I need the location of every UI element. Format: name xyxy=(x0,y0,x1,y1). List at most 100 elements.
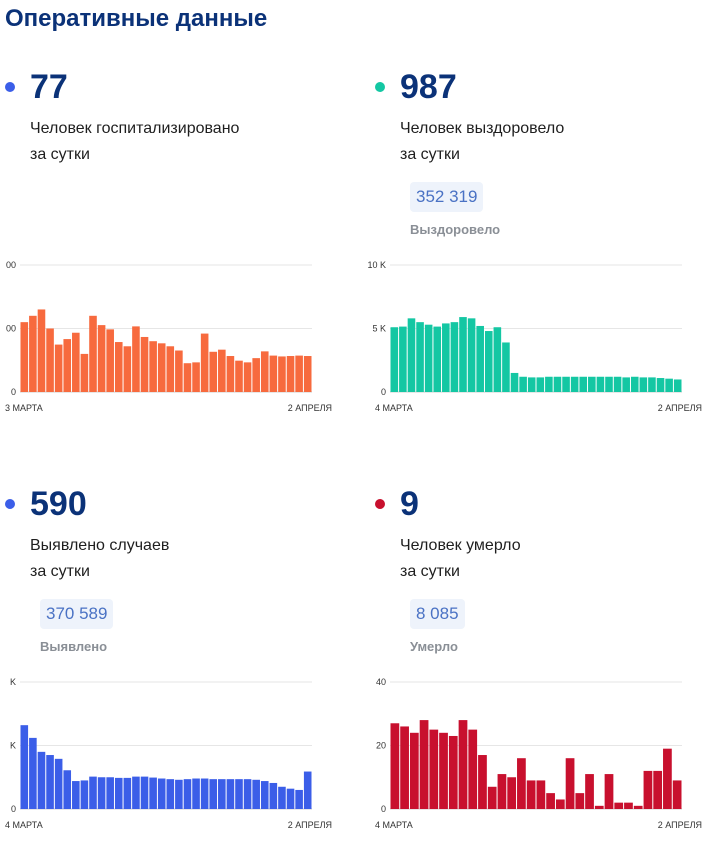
bar xyxy=(106,777,114,809)
bar xyxy=(192,778,200,809)
bar xyxy=(536,780,546,809)
bar xyxy=(624,802,633,809)
y-tick-label: 40 xyxy=(376,677,386,687)
deaths-desc: Человек умерло за сутки xyxy=(400,533,700,585)
x-end-label: 2 АПРЕЛЯ xyxy=(288,820,332,830)
bar xyxy=(665,378,673,392)
bar xyxy=(235,360,243,392)
bar xyxy=(123,346,132,392)
bar xyxy=(183,779,192,809)
recovered-bar-chart: 10 K 5 K 0 4 МАРТА 2 АПРЕЛЯ xyxy=(367,260,702,413)
deaths-total: 8 085 xyxy=(410,599,465,629)
bar xyxy=(570,376,579,392)
bar xyxy=(536,377,545,392)
bar xyxy=(303,771,312,809)
bar xyxy=(269,355,278,392)
bar xyxy=(400,726,409,809)
hospitalized-desc-line1: Человек госпитализировано xyxy=(30,120,240,137)
y-tick-label: K xyxy=(10,741,16,751)
bar xyxy=(46,755,54,809)
bar xyxy=(209,779,218,809)
x-start-label: 4 МАРТА xyxy=(5,820,43,830)
bar xyxy=(166,346,175,392)
bar xyxy=(517,758,526,809)
bar xyxy=(458,720,468,809)
bar xyxy=(278,786,286,809)
bar xyxy=(63,339,72,392)
bar xyxy=(243,362,252,392)
hospitalized-count: 77 xyxy=(30,68,68,106)
bar xyxy=(656,378,665,392)
bar xyxy=(157,343,166,392)
bar xyxy=(448,735,458,809)
bar xyxy=(63,770,72,809)
bar xyxy=(37,751,46,809)
bar xyxy=(72,781,80,809)
bar xyxy=(89,315,97,392)
hospitalized-desc: Человек госпитализировано за сутки xyxy=(30,116,330,168)
bar xyxy=(613,376,622,392)
bar xyxy=(29,737,37,809)
bar xyxy=(467,318,476,392)
bar xyxy=(478,755,487,809)
bar xyxy=(252,358,260,392)
bar xyxy=(46,328,54,392)
bar xyxy=(579,376,588,392)
bar xyxy=(252,779,260,809)
bar xyxy=(433,326,442,392)
bar xyxy=(585,774,594,809)
bar xyxy=(643,770,653,809)
bar xyxy=(72,332,80,392)
bar xyxy=(209,351,218,392)
bar xyxy=(424,324,433,392)
bar xyxy=(468,729,478,809)
bar xyxy=(286,356,295,392)
bar xyxy=(218,779,226,809)
bar xyxy=(175,779,183,809)
x-end-label: 2 АПРЕЛЯ xyxy=(658,820,702,830)
bar xyxy=(588,376,596,392)
bar xyxy=(303,356,312,392)
bar xyxy=(20,322,29,392)
deaths-bar-chart: 40 20 0 4 МАРТА 2 АПРЕЛЯ xyxy=(375,677,702,830)
bar xyxy=(218,349,226,392)
bar xyxy=(416,322,424,392)
bar xyxy=(390,327,399,392)
y-tick-label: 10 K xyxy=(367,260,386,270)
cases-bar-chart: K K 0 4 МАРТА 2 АПРЕЛЯ xyxy=(5,677,332,830)
bar xyxy=(575,793,585,809)
bar xyxy=(545,376,553,392)
bar xyxy=(54,344,63,392)
deaths-dot-icon xyxy=(375,499,385,509)
bar xyxy=(114,342,123,392)
deaths-desc-line1: Человек умерло xyxy=(400,537,521,554)
deaths-panel: 9 Человек умерло за сутки 8 085 Умерло 4… xyxy=(370,477,710,847)
bar xyxy=(553,376,562,392)
bar xyxy=(20,725,29,809)
bar xyxy=(260,351,269,392)
bar xyxy=(37,309,46,392)
bar xyxy=(622,377,630,392)
bar xyxy=(89,776,97,809)
cases-total-label: Выявлено xyxy=(40,639,108,654)
bar xyxy=(29,315,37,392)
bar xyxy=(672,780,682,809)
recovered-desc: Человек выздоровело за сутки xyxy=(400,116,700,168)
recovered-desc-line1: Человек выздоровело xyxy=(400,120,565,137)
bar xyxy=(295,789,303,809)
bar xyxy=(235,779,243,809)
bar xyxy=(140,776,149,809)
bar xyxy=(450,322,459,392)
x-start-label: 4 МАРТА xyxy=(375,403,413,413)
bar xyxy=(459,317,467,392)
bar xyxy=(526,780,536,809)
bar xyxy=(409,732,419,809)
bar xyxy=(663,748,672,809)
bar xyxy=(295,355,303,392)
cases-panel: 590 Выявлено случаев за сутки 370 589 Вы… xyxy=(0,477,340,847)
y-tick-label: 00 xyxy=(6,324,16,334)
y-tick-label: 0 xyxy=(381,804,386,814)
bar xyxy=(419,720,429,809)
bar xyxy=(132,776,140,809)
